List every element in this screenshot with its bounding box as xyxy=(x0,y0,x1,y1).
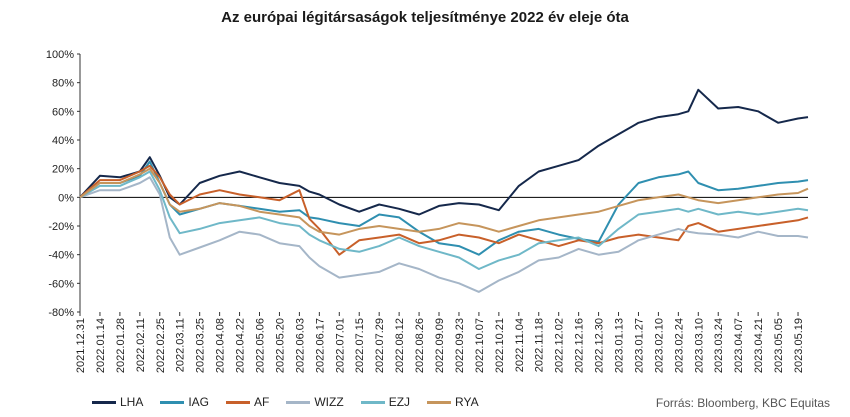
x-tick-label: 2023.04.07 xyxy=(733,318,745,373)
x-tick-label: 2022.07.01 xyxy=(334,318,346,373)
x-tick-label: 2022.11.18 xyxy=(534,318,546,372)
x-tick-label: 2022.05.06 xyxy=(255,318,267,373)
y-tick-label: -60% xyxy=(48,278,74,290)
legend-swatch xyxy=(360,400,385,404)
legend-swatch xyxy=(160,400,185,404)
x-tick-label: 2022.01.28 xyxy=(115,318,127,373)
legend-swatch xyxy=(226,400,251,404)
series-line-wizz xyxy=(79,176,809,293)
x-tick-label: 2022.03.11 xyxy=(175,318,187,372)
x-tick-label: 2022.09.23 xyxy=(454,318,466,373)
x-tick-label: 2023.03.24 xyxy=(713,318,725,373)
y-tick-label: -80% xyxy=(48,307,74,319)
y-tick-label: 80% xyxy=(52,78,74,90)
y-tick-label: -40% xyxy=(48,250,74,262)
x-tick-label: 2022.02.11 xyxy=(135,318,147,372)
y-tick-label: 20% xyxy=(52,164,74,176)
legend-label: WIZZ xyxy=(314,395,344,409)
x-tick-label: 2022.04.22 xyxy=(235,318,247,373)
x-tick-label: 2022.10.07 xyxy=(474,318,486,373)
legend-label: RYA xyxy=(455,395,479,409)
x-tick-label: 2022.06.03 xyxy=(294,318,306,373)
y-tick-label: -20% xyxy=(48,221,74,233)
x-tick-label: 2021.12.31 xyxy=(75,318,87,373)
tick-layer: -80% -60% -40% -20% 0% 20% 40% 60% 80% 100% 2021.1… xyxy=(46,49,805,373)
x-tick-label: 2022.07.29 xyxy=(374,318,386,373)
series-line-rya xyxy=(79,167,809,236)
x-tick-label: 2023.02.24 xyxy=(673,318,685,373)
x-tick-label: 2022.01.14 xyxy=(95,318,107,373)
legend-swatch xyxy=(286,400,311,404)
x-tick-label: 2022.09.09 xyxy=(434,318,446,373)
x-tick-label: 2022.05.20 xyxy=(274,318,286,373)
x-tick-label: 2023.02.10 xyxy=(653,318,665,373)
series-layer xyxy=(79,88,809,293)
legend-item-lha: LHA xyxy=(92,395,143,409)
chart-title: Az európai légitársaságok teljesítménye … xyxy=(221,9,629,26)
y-tick-label: 100% xyxy=(46,49,74,61)
x-tick-label: 2022.08.12 xyxy=(394,318,406,373)
x-tick-label: 2022.06.17 xyxy=(314,318,326,373)
legend-swatch xyxy=(92,400,116,404)
x-tick-label: 2022.08.26 xyxy=(414,318,426,373)
legend-label: IAG xyxy=(188,395,210,409)
x-tick-label: 2023.01.27 xyxy=(633,318,645,373)
legend-swatch xyxy=(427,400,452,404)
series-line-ezj xyxy=(79,170,809,270)
y-tick-label: 0% xyxy=(58,192,74,204)
legend-item-wizz: WIZZ xyxy=(286,395,344,409)
series-line-lha xyxy=(79,88,809,216)
series-line-iag xyxy=(79,160,809,256)
x-tick-label: 2023.04.21 xyxy=(753,318,765,373)
legend: LHA IAG AF WIZZ EZJ RYA xyxy=(92,395,496,409)
x-tick-label: 2023.01.13 xyxy=(614,318,626,373)
legend-item-iag: IAG xyxy=(160,395,209,409)
x-tick-label: 2023.03.10 xyxy=(693,318,705,373)
y-tick-label: 40% xyxy=(52,135,74,147)
x-tick-label: 2023.05.19 xyxy=(793,318,805,373)
legend-item-rya: RYA xyxy=(427,395,479,409)
series-line-af xyxy=(79,164,809,256)
legend-item-ezj: EZJ xyxy=(360,395,411,409)
x-tick-label: 2022.12.02 xyxy=(554,318,566,373)
x-tick-label: 2022.04.08 xyxy=(215,318,227,373)
x-tick-label: 2022.07.15 xyxy=(354,318,366,373)
legend-label: EZJ xyxy=(388,395,411,409)
legend-label: AF xyxy=(254,395,270,409)
x-tick-label: 2022.11.04 xyxy=(514,318,526,372)
x-tick-label: 2022.12.30 xyxy=(594,318,606,373)
source-note: Forrás: Bloomberg, KBC Equitas xyxy=(655,396,830,410)
x-tick-label: 2023.05.05 xyxy=(773,318,785,373)
x-tick-label: 2022.10.21 xyxy=(494,318,506,373)
legend-item-af: AF xyxy=(226,395,269,409)
x-tick-label: 2022.12.16 xyxy=(574,318,586,373)
legend-label: LHA xyxy=(120,395,144,409)
y-tick-label: 60% xyxy=(52,106,74,118)
x-tick-label: 2022.03.25 xyxy=(195,318,207,373)
x-tick-label: 2022.02.25 xyxy=(155,318,167,373)
